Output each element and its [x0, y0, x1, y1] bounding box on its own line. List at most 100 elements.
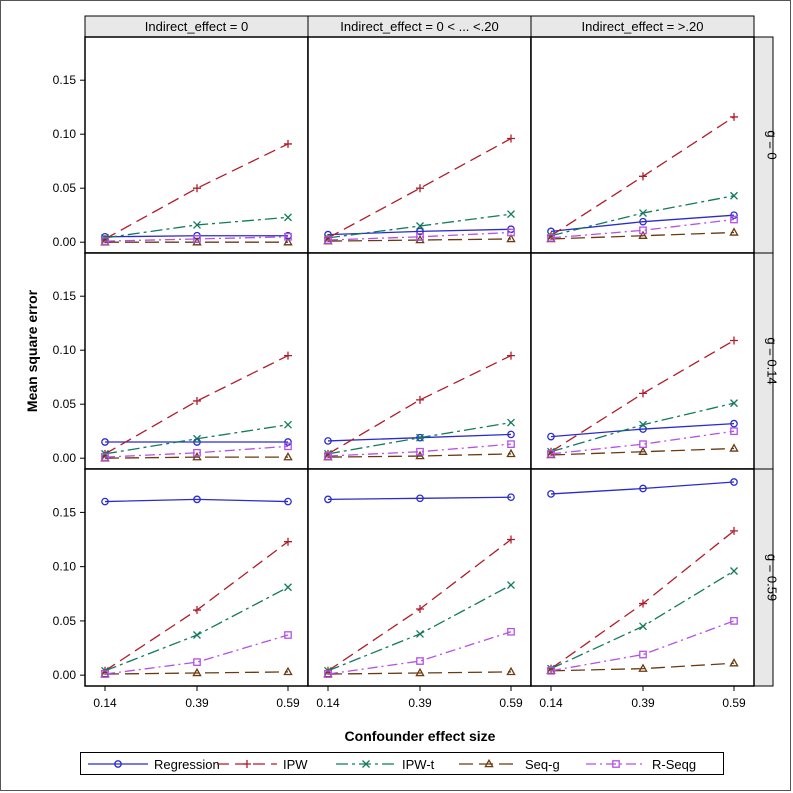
y-tick-label: 0.10: [53, 127, 77, 141]
data-point-marker: [547, 234, 555, 242]
x-tick-label: 0.59: [722, 696, 746, 710]
data-point-marker: [284, 351, 292, 360]
legend-entry-regression: Regression: [88, 757, 220, 772]
data-point-marker: [730, 191, 738, 200]
panel-r3-c3: [530, 468, 755, 687]
data-point-marker: [506, 233, 516, 243]
data-point-marker: [193, 396, 201, 405]
data-point-marker: [507, 430, 515, 439]
panel-r1-c2: [307, 36, 532, 254]
panel-r1-c3: [530, 36, 755, 254]
series-line-regression: [327, 496, 512, 501]
row-strip-label: g = 0.14: [765, 337, 780, 384]
data-point-marker: [324, 236, 332, 244]
data-point-marker: [639, 172, 647, 181]
series-line-ipw: [327, 137, 512, 239]
data-point-marker: [639, 650, 647, 659]
x-tick-label: 0.14: [539, 696, 563, 710]
x-tick-label: 0.14: [93, 696, 117, 710]
data-point-marker: [547, 450, 555, 458]
panel-background: [308, 253, 531, 469]
data-point-marker: [193, 631, 201, 639]
data-point-marker: [284, 537, 292, 546]
data-point-marker: [639, 209, 647, 217]
data-point-marker: [101, 453, 109, 461]
data-point-marker: [612, 760, 620, 768]
y-tick-label: 0.00: [53, 235, 77, 249]
y-tick-label: 0.10: [53, 343, 77, 357]
panel-background: [85, 253, 308, 469]
data-point-marker: [507, 351, 515, 360]
data-point-marker: [639, 425, 647, 433]
data-point-marker: [730, 617, 738, 625]
data-point-marker: [324, 495, 332, 504]
panel-r2-c1: [84, 252, 309, 470]
data-point-marker: [416, 629, 424, 638]
data-point-marker: [101, 670, 109, 678]
panel-background: [531, 469, 754, 686]
series-line-ipw: [104, 355, 289, 455]
data-point-marker: [416, 447, 424, 456]
panel-r1-c1: [84, 36, 309, 254]
y-tick-label: 0.15: [53, 73, 77, 87]
data-point-marker: [730, 215, 738, 224]
column-header-label: Indirect_effect = 0: [145, 19, 248, 34]
data-point-marker: [639, 226, 647, 235]
panel-background: [531, 37, 754, 253]
x-tick-label: 0.39: [185, 696, 209, 710]
data-point-marker: [507, 418, 515, 427]
data-point-marker: [547, 432, 555, 441]
series-line-seq-g: [104, 671, 289, 675]
panel-background: [308, 37, 531, 253]
data-point-marker: [193, 235, 201, 243]
column-header-label: Indirect_effect = 0 < ... <.20: [340, 19, 498, 34]
panel-background: [85, 37, 308, 253]
legend-entry-ipw-t: IPW-t: [336, 757, 435, 772]
data-point-marker: [284, 139, 292, 148]
data-point-marker: [284, 442, 292, 451]
legend-label: IPW: [283, 757, 308, 772]
series-line-seq-g: [327, 671, 512, 675]
data-point-marker: [362, 760, 370, 768]
y-tick-label: 0.15: [53, 289, 77, 303]
data-point-marker: [730, 112, 738, 121]
data-point-marker: [484, 758, 494, 768]
data-point-marker: [114, 760, 122, 768]
data-point-marker: [324, 452, 332, 460]
series-line-regression: [550, 422, 735, 438]
data-point-marker: [101, 438, 109, 446]
series-line-ipw: [104, 143, 289, 240]
series-line-regression: [104, 498, 289, 503]
panel-r2-c3: [530, 252, 755, 470]
data-point-marker: [638, 663, 648, 672]
x-tick-label: 0.39: [408, 696, 432, 710]
data-point-marker: [193, 220, 201, 229]
y-tick-label: 0.05: [53, 614, 77, 628]
data-point-marker: [639, 217, 647, 226]
y-tick-label: 0.00: [53, 451, 77, 465]
panel-background: [531, 253, 754, 469]
legend-label: Seq-g: [525, 757, 560, 772]
data-point-marker: [507, 134, 515, 143]
data-point-marker: [507, 440, 515, 449]
data-point-marker: [416, 227, 424, 236]
data-point-marker: [730, 211, 738, 220]
data-point-marker: [416, 395, 424, 404]
data-point-marker: [507, 627, 515, 636]
panel-background: [308, 469, 531, 686]
data-point-marker: [639, 484, 647, 493]
data-point-marker: [283, 666, 293, 676]
data-point-marker: [639, 622, 647, 631]
data-point-marker: [193, 184, 201, 193]
data-point-marker: [506, 666, 516, 676]
data-point-marker: [639, 389, 647, 398]
legend-entry-seq-g: Seq-g: [459, 757, 560, 772]
legend-entry-r-seqg: R-Seqg: [586, 757, 696, 772]
data-point-marker: [416, 604, 424, 613]
legend: Regression IPW IPW-t Seq-g R-Seqg: [80, 752, 724, 775]
x-tick-label: 0.39: [631, 696, 655, 710]
data-point-marker: [324, 437, 332, 445]
series-line-seq-g: [550, 662, 735, 672]
data-point-marker: [547, 490, 555, 498]
